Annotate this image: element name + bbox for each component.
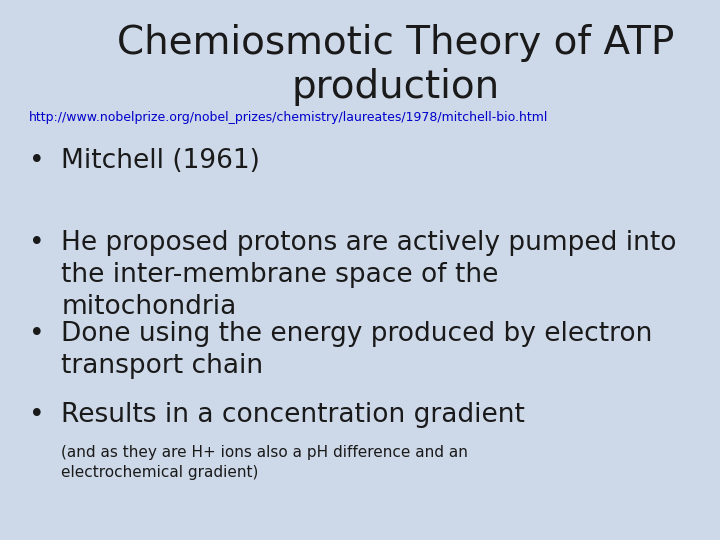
Text: Chemiosmotic Theory of ATP: Chemiosmotic Theory of ATP: [117, 24, 675, 62]
Text: Done using the energy produced by electron
transport chain: Done using the energy produced by electr…: [61, 321, 652, 379]
Text: •: •: [29, 321, 45, 347]
Text: production: production: [292, 68, 500, 105]
Text: (and as they are H+ ions also a pH difference and an
electrochemical gradient): (and as they are H+ ions also a pH diffe…: [61, 446, 468, 480]
Text: Mitchell (1961): Mitchell (1961): [61, 148, 260, 174]
Text: http://www.nobelprize.org/nobel_prizes/chemistry/laureates/1978/mitchell-bio.htm: http://www.nobelprize.org/nobel_prizes/c…: [29, 111, 548, 124]
Text: •: •: [29, 402, 45, 428]
Text: He proposed protons are actively pumped into
the inter-membrane space of the
mit: He proposed protons are actively pumped …: [61, 230, 677, 320]
Text: •: •: [29, 230, 45, 255]
Text: Results in a concentration gradient: Results in a concentration gradient: [61, 402, 525, 428]
Text: •: •: [29, 148, 45, 174]
